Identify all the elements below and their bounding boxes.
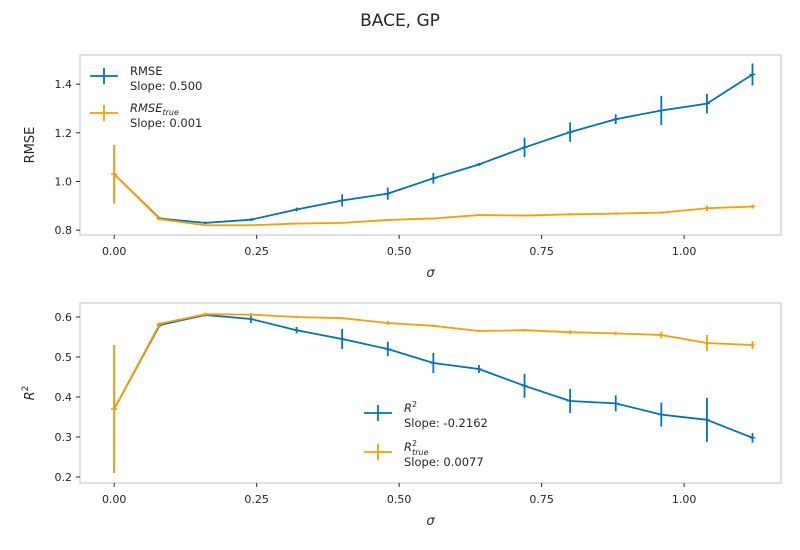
series-line	[113, 73, 753, 224]
x-tick-label: 0.00	[102, 245, 127, 258]
plot-area	[79, 302, 782, 484]
x-axis-label: σ	[426, 266, 435, 281]
legend-series-name: R2	[404, 400, 417, 415]
x-tick-label: 0.50	[387, 245, 412, 258]
y-axis-label: R2	[21, 386, 38, 401]
x-tick-label: 0.50	[387, 493, 412, 506]
legend-slope: Slope: 0.0077	[404, 455, 484, 469]
rmse-panel: 0.00 0.25 0.50 0.75 1.000.81.01.21.4σRMSERMS…	[23, 54, 782, 281]
y-tick-label: 0.3	[55, 431, 73, 444]
legend-series-name: RMSEtrue	[130, 101, 179, 117]
figure-title: BACE, GP	[360, 11, 440, 31]
y-tick-label: 1.4	[55, 78, 73, 91]
x-tick-label: 0.75	[529, 245, 554, 258]
y-tick-label: 1.2	[55, 127, 73, 140]
x-tick-label: 1.00	[672, 245, 697, 258]
r2-panel: 0.00 0.25 0.50 0.75 1.000.20.30.40.50.6σR2R2…	[21, 302, 782, 529]
y-tick-label: 0.6	[55, 311, 73, 324]
legend-series-name: RMSE	[130, 64, 162, 78]
x-tick-label: 0.00	[102, 493, 127, 506]
x-tick-label: 1.00	[672, 493, 697, 506]
legend-slope: Slope: 0.001	[130, 116, 202, 130]
series-1	[111, 313, 756, 473]
y-tick-label: 1.0	[55, 175, 73, 188]
series-2	[111, 145, 756, 227]
series-1	[111, 63, 756, 225]
legend-slope: Slope: 0.500	[130, 79, 202, 93]
legend-series-name: R2 true	[404, 439, 429, 457]
y-tick-label: 0.5	[55, 351, 73, 364]
y-tick-label: 0.8	[55, 224, 73, 237]
series-2	[111, 312, 756, 473]
legend-slope: Slope: -0.2162	[404, 416, 488, 430]
x-tick-label: 0.25	[244, 245, 269, 258]
x-axis-label: σ	[426, 514, 435, 529]
x-tick-label: 0.75	[529, 493, 554, 506]
y-tick-label: 0.4	[55, 391, 73, 404]
y-axis-label: RMSE	[23, 127, 38, 164]
y-tick-label: 0.2	[55, 471, 73, 484]
plot-area	[79, 54, 782, 236]
x-tick-label: 0.25	[244, 493, 269, 506]
